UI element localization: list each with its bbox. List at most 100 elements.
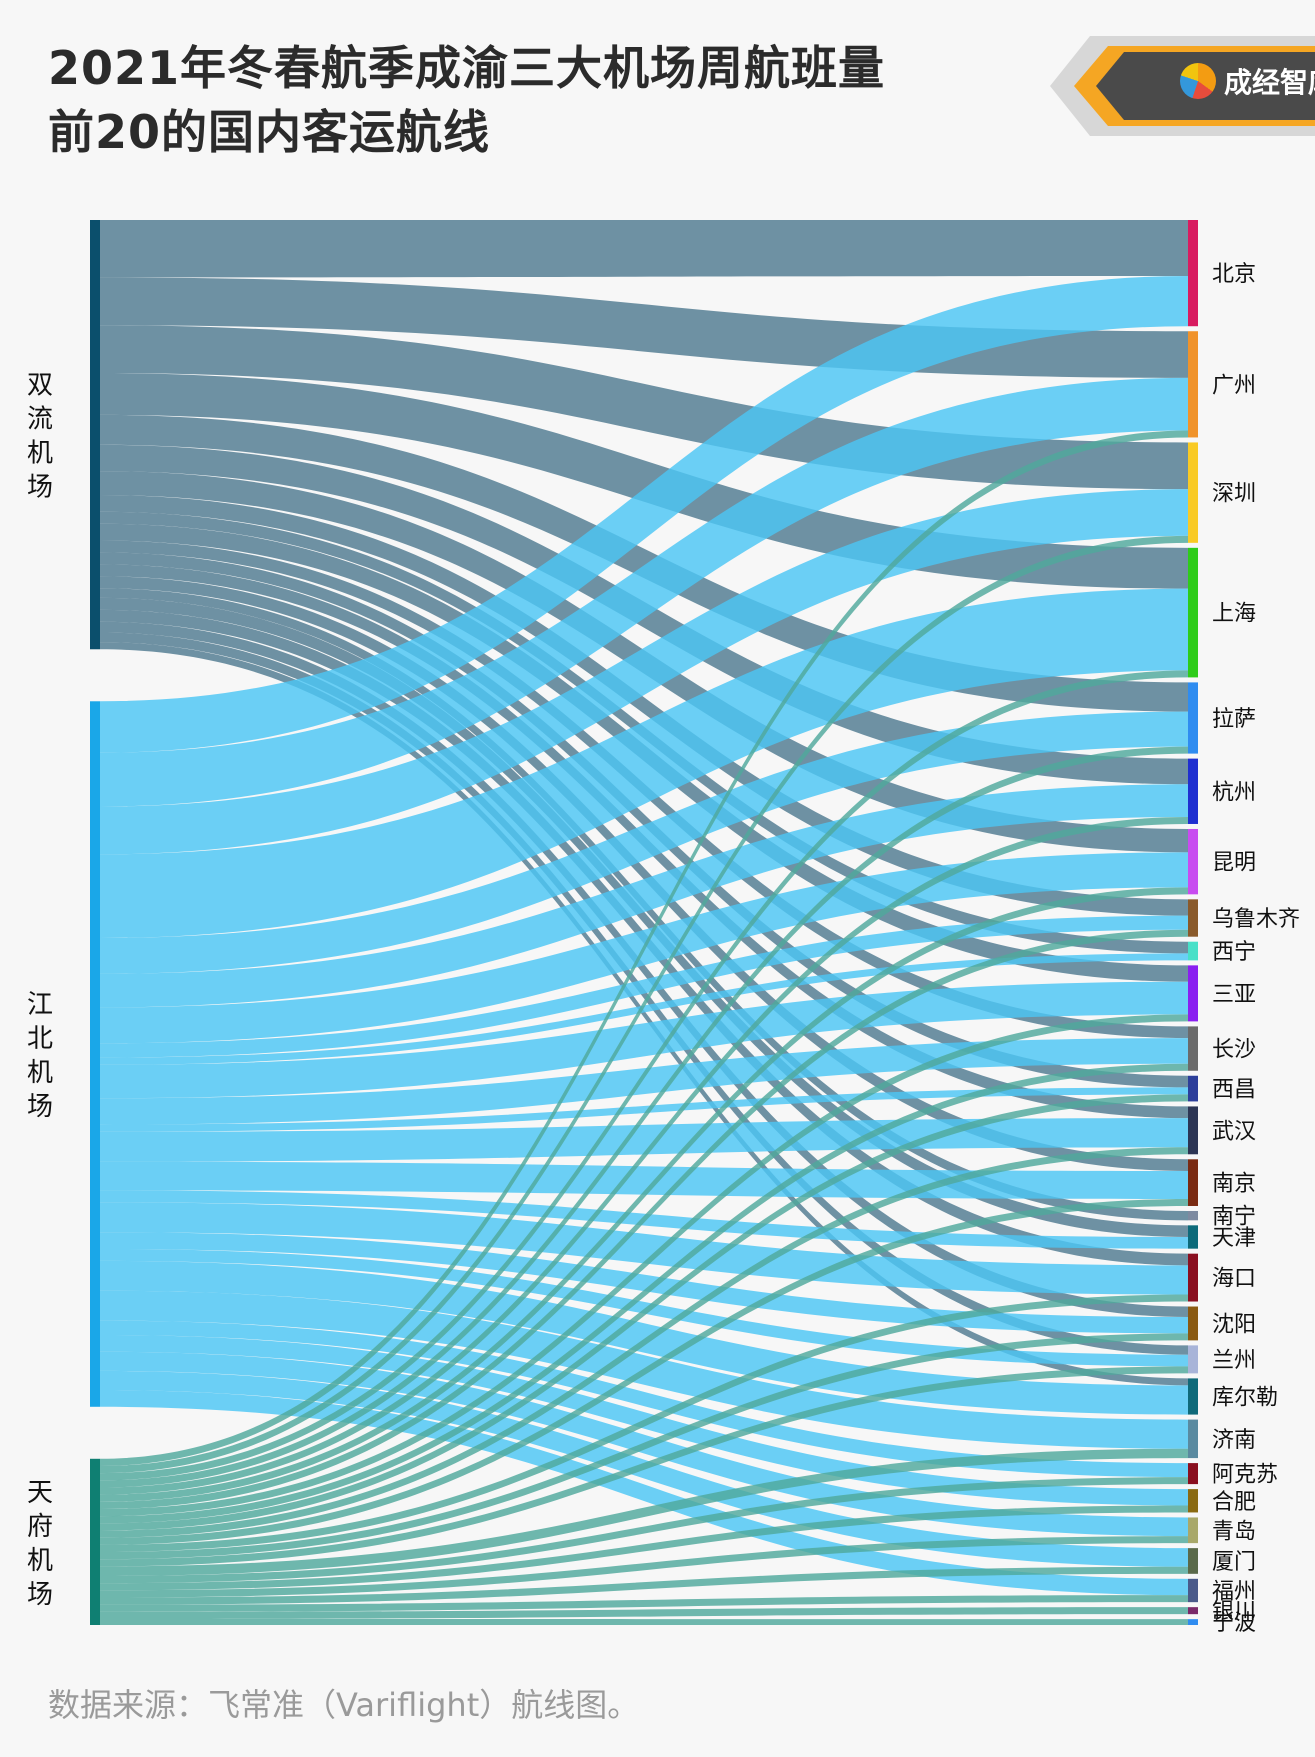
target-node (1188, 331, 1198, 438)
source-node (90, 701, 100, 1407)
source-label: 场 (27, 473, 53, 503)
target-node (1188, 1026, 1198, 1071)
title-line-2: 前20的国内客运航线 (48, 105, 491, 159)
flow-link (100, 746, 1188, 1488)
target-label: 宁波 (1212, 1611, 1256, 1636)
target-label: 昆明 (1212, 851, 1256, 876)
target-label: 深圳 (1212, 482, 1256, 507)
brand-logo: 成经智库 (1116, 50, 1315, 112)
source-label: 天 (27, 1478, 53, 1508)
target-node (1188, 1210, 1198, 1221)
target-label: 拉萨 (1212, 707, 1256, 732)
flow-link (100, 1087, 1188, 1132)
flow-link (100, 1477, 1188, 1584)
brand-badge: 成经智库 (1050, 36, 1315, 136)
source-label: 机 (27, 1546, 53, 1576)
flow-link (100, 1038, 1188, 1125)
target-node (1188, 442, 1198, 543)
flow-link (100, 1294, 1188, 1553)
flow-link (100, 1607, 1188, 1620)
flow-link (100, 1320, 1188, 1478)
flow-link (100, 552, 1188, 1088)
target-node (1188, 941, 1198, 961)
target-node (1188, 1106, 1198, 1155)
target-node (1188, 1489, 1198, 1513)
target-label: 西昌 (1212, 1078, 1256, 1103)
target-label: 银川 (1212, 1600, 1256, 1625)
target-label: 北京 (1212, 262, 1256, 287)
target-label: 济南 (1212, 1428, 1256, 1453)
flow-link (100, 1448, 1188, 1576)
flow-link (100, 377, 1188, 807)
target-node (1188, 1253, 1198, 1302)
source-label: 机 (27, 1058, 53, 1088)
source-label: 北 (27, 1024, 53, 1054)
source-label: 江 (27, 990, 53, 1020)
target-node (1188, 1378, 1198, 1415)
flow-link (100, 1619, 1188, 1625)
flow-link (100, 1536, 1188, 1598)
target-node (1188, 1306, 1198, 1341)
target-node (1188, 1548, 1198, 1574)
flow-link (100, 642, 1188, 1386)
source-node (90, 1458, 100, 1625)
target-label: 青岛 (1212, 1519, 1256, 1544)
target-label: 南宁 (1212, 1205, 1256, 1230)
source-label: 双 (27, 371, 53, 401)
target-label: 南京 (1212, 1172, 1256, 1197)
target-node (1188, 1225, 1198, 1249)
source-label: 府 (27, 1512, 53, 1542)
flow-link (100, 1232, 1188, 1334)
target-label: 阿克苏 (1212, 1463, 1278, 1488)
target-node (1188, 828, 1198, 895)
target-node (1188, 1345, 1198, 1374)
flow-link (100, 1390, 1188, 1596)
chart-title: 2021年冬春航季成渝三大机场周航班量 前20的国内客运航线 (48, 36, 885, 164)
flow-link (100, 1248, 1188, 1367)
target-label: 沈阳 (1212, 1312, 1256, 1337)
target-label: 广州 (1212, 373, 1256, 398)
target-label: 乌鲁木齐 (1212, 907, 1300, 932)
flow-link (100, 1147, 1188, 1538)
target-label: 库尔勒 (1212, 1385, 1278, 1410)
flow-link (100, 1094, 1188, 1531)
flow-link (100, 621, 1188, 1318)
flow-link (100, 1202, 1188, 1295)
target-node (1188, 547, 1198, 678)
flow-link (100, 1118, 1188, 1162)
flow-link (100, 981, 1188, 1099)
flow-link (100, 495, 1188, 916)
brand-logo-icon (1180, 63, 1216, 99)
target-node (1188, 899, 1198, 937)
flow-link (100, 670, 1188, 1481)
target-label: 三亚 (1212, 982, 1256, 1007)
flow-link (100, 711, 1188, 974)
target-node (1188, 1578, 1198, 1603)
target-node (1188, 1619, 1198, 1625)
flow-link (100, 1198, 1188, 1545)
target-node (1188, 758, 1198, 824)
source-label: 场 (27, 1580, 53, 1610)
flow-link (100, 1505, 1188, 1591)
flow-link (100, 576, 1188, 1171)
flow-link (100, 915, 1188, 1058)
flow-link (100, 1014, 1188, 1517)
sankey-links (100, 220, 1188, 1625)
flow-link (100, 953, 1188, 1065)
flow-link (100, 1595, 1188, 1612)
flow-link (100, 220, 1188, 278)
sankey-labels: 双流机场江北机场天府机场北京广州深圳上海拉萨杭州昆明乌鲁木齐西宁三亚长沙西昌武汉… (27, 262, 1300, 1636)
source-label: 流 (27, 405, 53, 435)
flow-link (100, 887, 1188, 1502)
flow-link (100, 1566, 1188, 1605)
target-node (1188, 1075, 1198, 1102)
source-label: 场 (27, 1092, 53, 1122)
source-note: 数据来源：飞常准（Variflight）航线图。 (48, 1686, 640, 1724)
target-node (1188, 220, 1198, 327)
brand-name: 成经智库 (1224, 66, 1315, 99)
target-label: 天津 (1212, 1226, 1256, 1251)
target-label: 合肥 (1212, 1490, 1256, 1515)
flow-link (100, 535, 1188, 1474)
source-label: 机 (27, 439, 53, 469)
